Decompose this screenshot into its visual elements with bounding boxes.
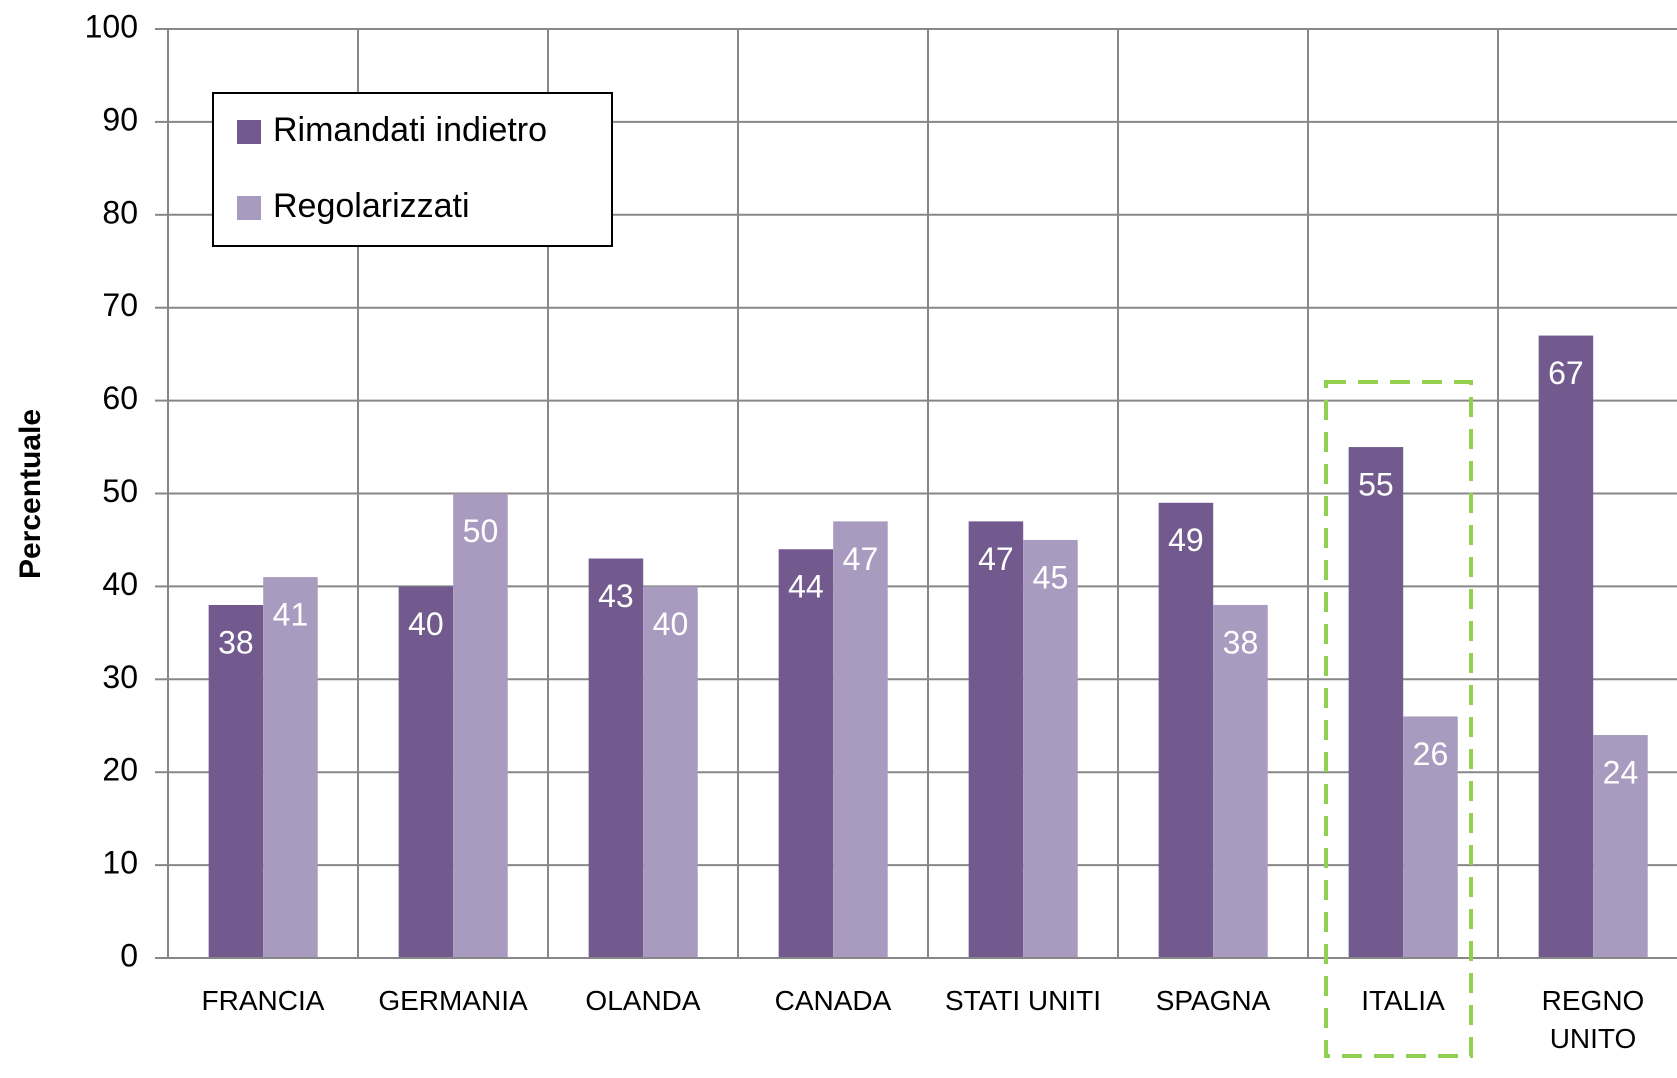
data-label: 67 xyxy=(1548,355,1584,391)
data-label: 43 xyxy=(598,578,634,614)
bar xyxy=(1158,502,1214,958)
y-tick-label: 80 xyxy=(102,194,138,230)
data-label: 38 xyxy=(218,624,254,660)
data-label: 41 xyxy=(273,597,309,633)
data-label: 26 xyxy=(1413,736,1449,772)
data-label: 47 xyxy=(978,541,1014,577)
y-tick-label: 30 xyxy=(102,659,138,695)
x-tick-label: REGNO UNITO xyxy=(1541,985,1645,1054)
bar xyxy=(588,558,644,958)
x-tick-label: GERMANIA xyxy=(378,985,528,1016)
bar xyxy=(1593,735,1648,958)
y-tick-label: 50 xyxy=(102,473,138,509)
y-tick-label: 70 xyxy=(102,287,138,323)
x-tick-label: OLANDA xyxy=(585,985,701,1016)
data-label: 45 xyxy=(1033,559,1069,595)
bar xyxy=(453,493,508,958)
x-tick-label: SPAGNA xyxy=(1155,985,1271,1016)
bar xyxy=(1403,716,1458,958)
bar xyxy=(1023,539,1078,958)
data-label: 24 xyxy=(1603,754,1639,790)
legend-swatch xyxy=(237,196,261,220)
bar xyxy=(1348,447,1404,958)
data-label: 44 xyxy=(788,569,824,605)
data-label: 49 xyxy=(1168,522,1204,558)
data-label: 40 xyxy=(408,606,444,642)
highlight-box xyxy=(1324,380,1473,1058)
legend-label: Rimandati indietro xyxy=(273,111,547,149)
x-tick-label: FRANCIA xyxy=(201,985,325,1016)
data-label: 47 xyxy=(843,541,879,577)
legend-swatch xyxy=(237,120,261,144)
y-tick-label: 40 xyxy=(102,566,138,602)
y-tick-label: 100 xyxy=(85,8,138,44)
bar xyxy=(263,577,318,958)
y-tick-label: 10 xyxy=(102,845,138,881)
bar xyxy=(643,586,698,958)
bar xyxy=(398,586,454,958)
legend-label: Regolarizzati xyxy=(273,187,470,225)
y-tick-label: 90 xyxy=(102,101,138,137)
data-label: 40 xyxy=(653,606,689,642)
bar xyxy=(833,521,888,958)
bar xyxy=(778,549,834,958)
bar xyxy=(1538,335,1594,958)
x-tick-label: CANADA xyxy=(774,985,892,1016)
data-label: 55 xyxy=(1358,467,1394,503)
y-axis-title: Percentuale xyxy=(14,409,47,579)
legend-box xyxy=(212,92,613,247)
data-label: 50 xyxy=(463,513,499,549)
bar xyxy=(968,521,1024,958)
y-tick-label: 0 xyxy=(120,937,138,973)
data-label: 38 xyxy=(1223,624,1259,660)
x-tick-label: ITALIA xyxy=(1361,985,1445,1016)
bar xyxy=(208,604,264,958)
y-tick-label: 60 xyxy=(102,380,138,416)
y-tick-label: 20 xyxy=(102,752,138,788)
x-tick-label: STATI UNITI xyxy=(944,985,1102,1016)
bar xyxy=(1213,604,1268,958)
